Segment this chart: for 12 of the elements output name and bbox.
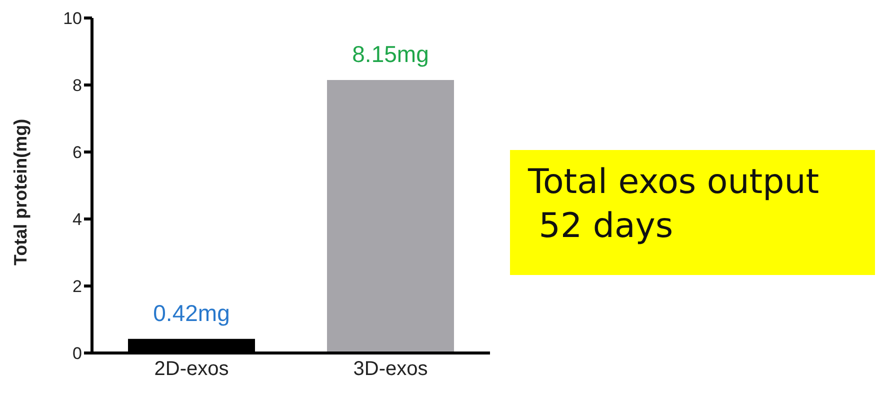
x-tick-label: 3D-exos (353, 358, 428, 380)
text: Total exos output 52 days (510, 150, 875, 275)
data-label: 0.42mg (153, 300, 230, 326)
y-tick-label: 8 (72, 76, 82, 96)
y-axis-title: Total protein(mg) (10, 118, 30, 266)
x-tick-label: 2D-exos (154, 358, 229, 380)
y-tick-label: 0 (72, 344, 82, 364)
data-label: 8.15mg (352, 40, 429, 67)
y-tick-label: 6 (72, 143, 82, 162)
y-tick-label: 10 (63, 9, 82, 28)
y-tick-label: 2 (72, 277, 82, 296)
y-tick-label: 4 (72, 210, 82, 230)
